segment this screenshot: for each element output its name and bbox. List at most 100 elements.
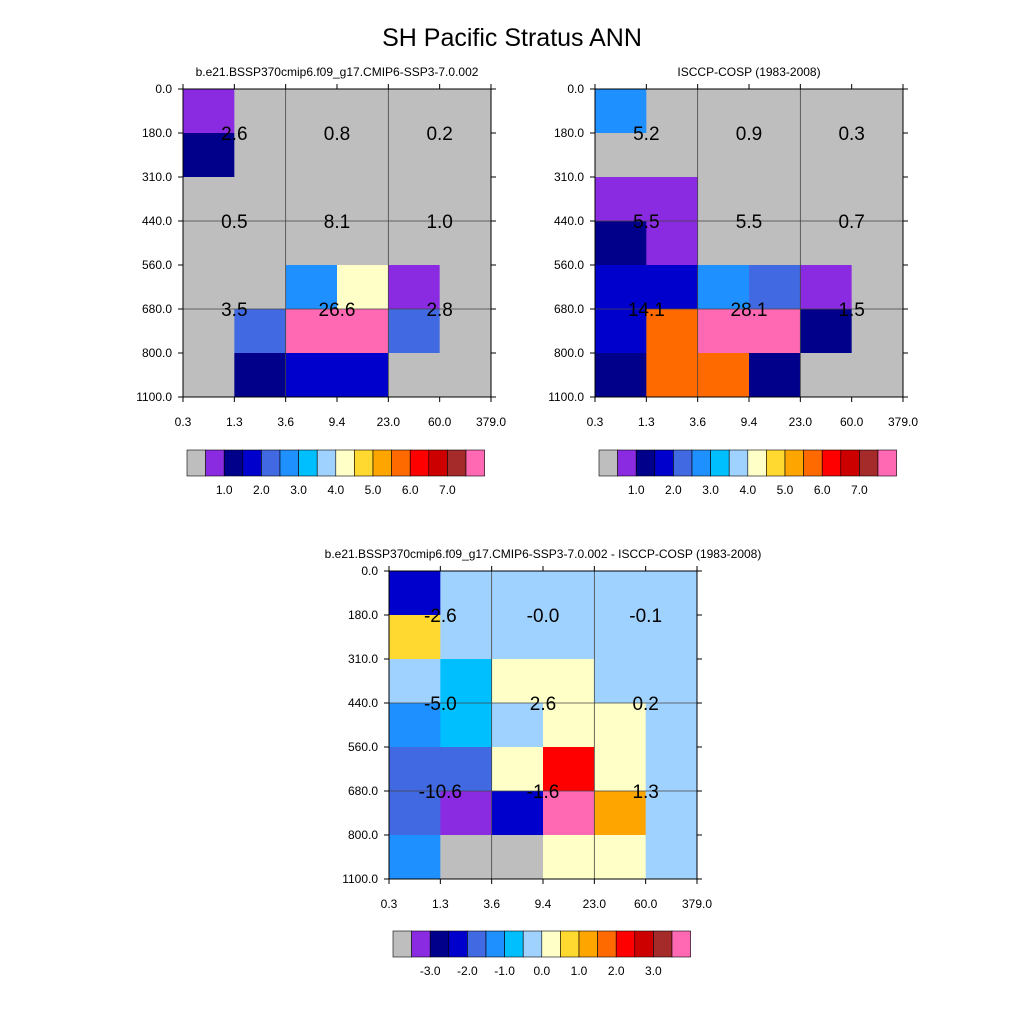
heatmap-cell xyxy=(543,703,595,748)
heatmap-cell xyxy=(440,747,493,792)
colorbar-label: 1.0 xyxy=(216,483,233,497)
colorbar-swatch xyxy=(485,930,505,958)
heatmap-cell xyxy=(234,177,287,222)
value-label: 0.7 xyxy=(838,212,864,233)
heatmap-cell xyxy=(851,309,904,354)
value-label: 5.5 xyxy=(633,212,659,233)
heatmap-cell xyxy=(800,89,853,134)
y-tick-label: 0.0 xyxy=(567,82,584,96)
colorbar-swatch xyxy=(578,930,598,958)
heatmap-cell xyxy=(543,791,595,836)
heatmap-cell xyxy=(183,353,235,398)
colorbar-label: 4.0 xyxy=(327,483,344,497)
colorbar-swatch xyxy=(710,449,730,477)
x-tick-label: 9.4 xyxy=(741,415,758,429)
heatmap-cell xyxy=(337,353,389,398)
heatmap-cell xyxy=(645,747,698,792)
colorbar-swatch xyxy=(316,449,337,477)
value-label: 0.5 xyxy=(221,212,247,233)
heatmap-cell xyxy=(749,309,801,354)
value-label: 2.8 xyxy=(426,300,452,321)
heatmap-cell xyxy=(337,133,389,178)
colorbar-swatch xyxy=(877,449,897,477)
value-label: -5.0 xyxy=(424,694,457,715)
heatmap-cell xyxy=(697,265,750,310)
x-tick-label: 0.3 xyxy=(381,897,398,911)
heatmap-cell xyxy=(337,265,389,310)
heatmap-cell xyxy=(749,221,801,266)
heatmap-cell xyxy=(285,309,338,354)
heatmap-cell xyxy=(645,571,698,616)
heatmap-cell xyxy=(285,221,338,266)
heatmap-cell xyxy=(749,177,801,222)
heatmap-cell xyxy=(439,177,492,222)
colorbar-swatch xyxy=(223,449,244,477)
heatmap-cell xyxy=(337,309,389,354)
heatmap-cell xyxy=(439,353,492,398)
y-tick-label: 800.0 xyxy=(348,828,378,842)
colorbar-label: -2.0 xyxy=(457,964,478,978)
heatmap-cell xyxy=(646,89,699,134)
x-tick-label: 1.3 xyxy=(638,415,655,429)
y-tick-label: 1100.0 xyxy=(548,390,584,404)
value-label: 28.1 xyxy=(731,300,768,321)
heatmap-cell xyxy=(594,835,647,880)
heatmap-cell xyxy=(697,133,750,178)
colorbar-swatch xyxy=(242,449,262,477)
colorbar-label: 0.0 xyxy=(533,964,550,978)
colorbar-swatch xyxy=(653,930,673,958)
colorbar-label: -3.0 xyxy=(420,964,441,978)
colorbar-label: 3.0 xyxy=(702,483,719,497)
colorbar-swatch xyxy=(673,449,693,477)
heatmap-cell xyxy=(388,265,441,310)
x-tick-label: 23.0 xyxy=(377,415,401,429)
colorbar-label: -1.0 xyxy=(494,964,515,978)
heatmap-cell xyxy=(183,133,235,178)
heatmap-cell xyxy=(594,703,647,748)
heatmap-cell xyxy=(388,133,441,178)
value-label: -10.6 xyxy=(419,782,462,803)
heatmap-cell xyxy=(595,133,647,178)
heatmap-cell xyxy=(851,353,904,398)
colorbar-label: 6.0 xyxy=(402,483,419,497)
colorbar-swatch xyxy=(391,449,411,477)
heatmap-cell xyxy=(594,747,647,792)
y-tick-label: 800.0 xyxy=(142,346,172,360)
colorbar-swatch xyxy=(560,930,580,958)
value-label: 0.8 xyxy=(324,124,350,145)
panel-observation: ISCCP-COSP (1983-2008) 0.0 180.0 310.0 440.0… xyxy=(548,65,918,497)
heatmap-cell xyxy=(595,89,647,134)
heatmap-cell xyxy=(646,133,699,178)
heatmap-cell xyxy=(439,89,492,134)
heatmap-cell xyxy=(645,835,698,880)
heatmap-cell xyxy=(389,703,441,748)
colorbar-label: 7.0 xyxy=(439,483,456,497)
y-tick-label: 560.0 xyxy=(554,258,584,272)
heatmap-cell xyxy=(234,221,287,266)
colorbar-swatch xyxy=(428,449,448,477)
colorbar-label: 2.0 xyxy=(608,964,625,978)
heatmap-cell xyxy=(285,89,338,134)
y-tick-label: 680.0 xyxy=(142,302,172,316)
colorbar-swatch xyxy=(411,930,431,958)
colorbar-swatch xyxy=(186,449,206,477)
heatmap-cell xyxy=(440,703,493,748)
x-tick-label: 379.0 xyxy=(682,897,712,911)
heatmap-cell xyxy=(595,177,647,222)
heatmap-cell xyxy=(595,309,647,354)
heatmap-cell xyxy=(234,353,287,398)
value-label: 26.6 xyxy=(319,300,356,321)
colorbar-swatch xyxy=(671,930,691,958)
colorbar-swatch xyxy=(617,449,637,477)
heatmap-cell xyxy=(851,133,904,178)
y-tick-label: 440.0 xyxy=(348,696,378,710)
panel-title: b.e21.BSSP370cmip6.f09_g17.CMIP6-SSP3-7.… xyxy=(325,547,762,561)
heatmap-cell xyxy=(800,177,853,222)
heatmap-cell xyxy=(594,571,647,616)
value-label: -2.6 xyxy=(424,606,457,627)
heatmap-cell xyxy=(439,133,492,178)
heatmap-cell xyxy=(389,659,441,704)
value-label: 0.2 xyxy=(426,124,452,145)
heatmap-cell xyxy=(543,835,595,880)
y-tick-label: 1100.0 xyxy=(136,390,172,404)
